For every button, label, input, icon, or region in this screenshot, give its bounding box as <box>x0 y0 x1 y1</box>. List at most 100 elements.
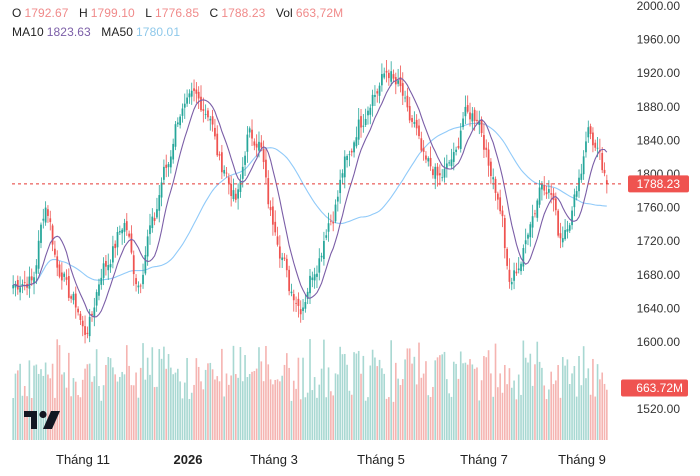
high-value: 1799.10 <box>90 6 135 20</box>
candle-body <box>276 236 279 245</box>
volume-bar <box>434 360 437 440</box>
candle-body <box>167 164 170 168</box>
volume-bar <box>320 368 323 440</box>
candle-body <box>329 220 332 222</box>
candle-body <box>19 287 21 293</box>
candle <box>464 95 467 125</box>
candle-body <box>596 147 599 149</box>
volume-bar <box>281 375 283 440</box>
volume-bar <box>578 355 580 440</box>
volume-bar <box>156 386 158 440</box>
candle-body <box>281 257 284 261</box>
candle-body <box>290 291 293 294</box>
candle <box>276 226 279 247</box>
candle-body <box>487 149 490 166</box>
candle <box>302 298 304 320</box>
volume-bar <box>26 396 28 440</box>
volume-bar <box>378 359 381 440</box>
volume-bar <box>603 383 606 440</box>
candle <box>153 212 156 226</box>
volume-bar <box>258 347 260 440</box>
volume-bar <box>485 357 488 440</box>
y-tick-label: 1520.00 <box>637 402 681 416</box>
candle <box>601 147 604 174</box>
candle <box>541 181 543 201</box>
x-tick-label: Tháng 7 <box>460 452 508 467</box>
candle-body <box>473 109 476 121</box>
volume-bar <box>183 382 186 440</box>
candle <box>44 201 47 226</box>
price-badge: 1788.23 <box>628 175 689 193</box>
candle-body <box>21 283 24 286</box>
candle-body <box>503 218 506 249</box>
volume-bar <box>348 390 351 440</box>
candle-body <box>547 189 550 193</box>
candle-body <box>466 105 469 112</box>
candle-body <box>118 231 121 233</box>
candle-body <box>47 209 49 216</box>
volume-bar <box>327 367 330 440</box>
candle-body <box>524 240 527 245</box>
candle <box>253 138 256 151</box>
candle <box>571 206 573 230</box>
close-label: C <box>209 6 219 20</box>
candle-body <box>501 210 504 217</box>
candle-body <box>334 204 337 222</box>
volume-bar <box>299 399 302 440</box>
candle-body <box>105 260 107 267</box>
volume-bar <box>165 368 168 440</box>
candle-body <box>603 169 606 174</box>
volume-bar <box>543 385 546 440</box>
volume-bar <box>119 376 121 440</box>
volume-bar <box>385 398 388 440</box>
candle <box>165 154 168 178</box>
candle-body <box>580 173 583 180</box>
volume-bar <box>432 386 434 440</box>
candle <box>195 82 198 104</box>
candle <box>42 208 45 229</box>
volume-bar <box>142 343 144 440</box>
candle <box>114 240 117 258</box>
candle <box>587 120 590 143</box>
volume-bar <box>35 364 38 440</box>
candle-body <box>441 177 444 179</box>
candle-body <box>283 257 286 259</box>
volume-bar <box>538 361 541 440</box>
candle-body <box>220 152 223 173</box>
candle <box>237 183 239 210</box>
candle <box>183 93 186 119</box>
volume-bar <box>476 367 478 440</box>
candle-body <box>355 137 358 147</box>
candle <box>200 85 202 112</box>
candle-body <box>218 154 221 156</box>
candle-body <box>88 316 91 337</box>
volume-bar <box>81 379 84 440</box>
candle <box>360 109 362 138</box>
volume-bar <box>65 387 68 440</box>
price-badge-text: 1788.23 <box>637 177 681 191</box>
volume-bar <box>292 380 295 440</box>
candle-body <box>589 126 592 134</box>
volume-bar <box>339 346 341 440</box>
volume-bar <box>179 381 181 440</box>
candle <box>158 185 161 223</box>
tradingview-logo-icon[interactable] <box>24 409 62 431</box>
candle <box>334 199 337 224</box>
candle <box>585 131 587 158</box>
candle-body <box>186 97 188 104</box>
volume-bar <box>207 363 209 440</box>
volume-bar <box>550 371 552 440</box>
candle-body <box>313 274 316 281</box>
candle <box>450 148 453 170</box>
volume-bar <box>239 347 242 440</box>
volume-bar <box>501 392 504 440</box>
volume-bar <box>462 363 464 440</box>
candle-body <box>58 264 61 277</box>
candle-body <box>14 283 17 288</box>
candle-body <box>56 256 59 268</box>
volume-bar <box>573 366 576 440</box>
candle-body <box>195 89 198 94</box>
candle <box>459 123 462 153</box>
